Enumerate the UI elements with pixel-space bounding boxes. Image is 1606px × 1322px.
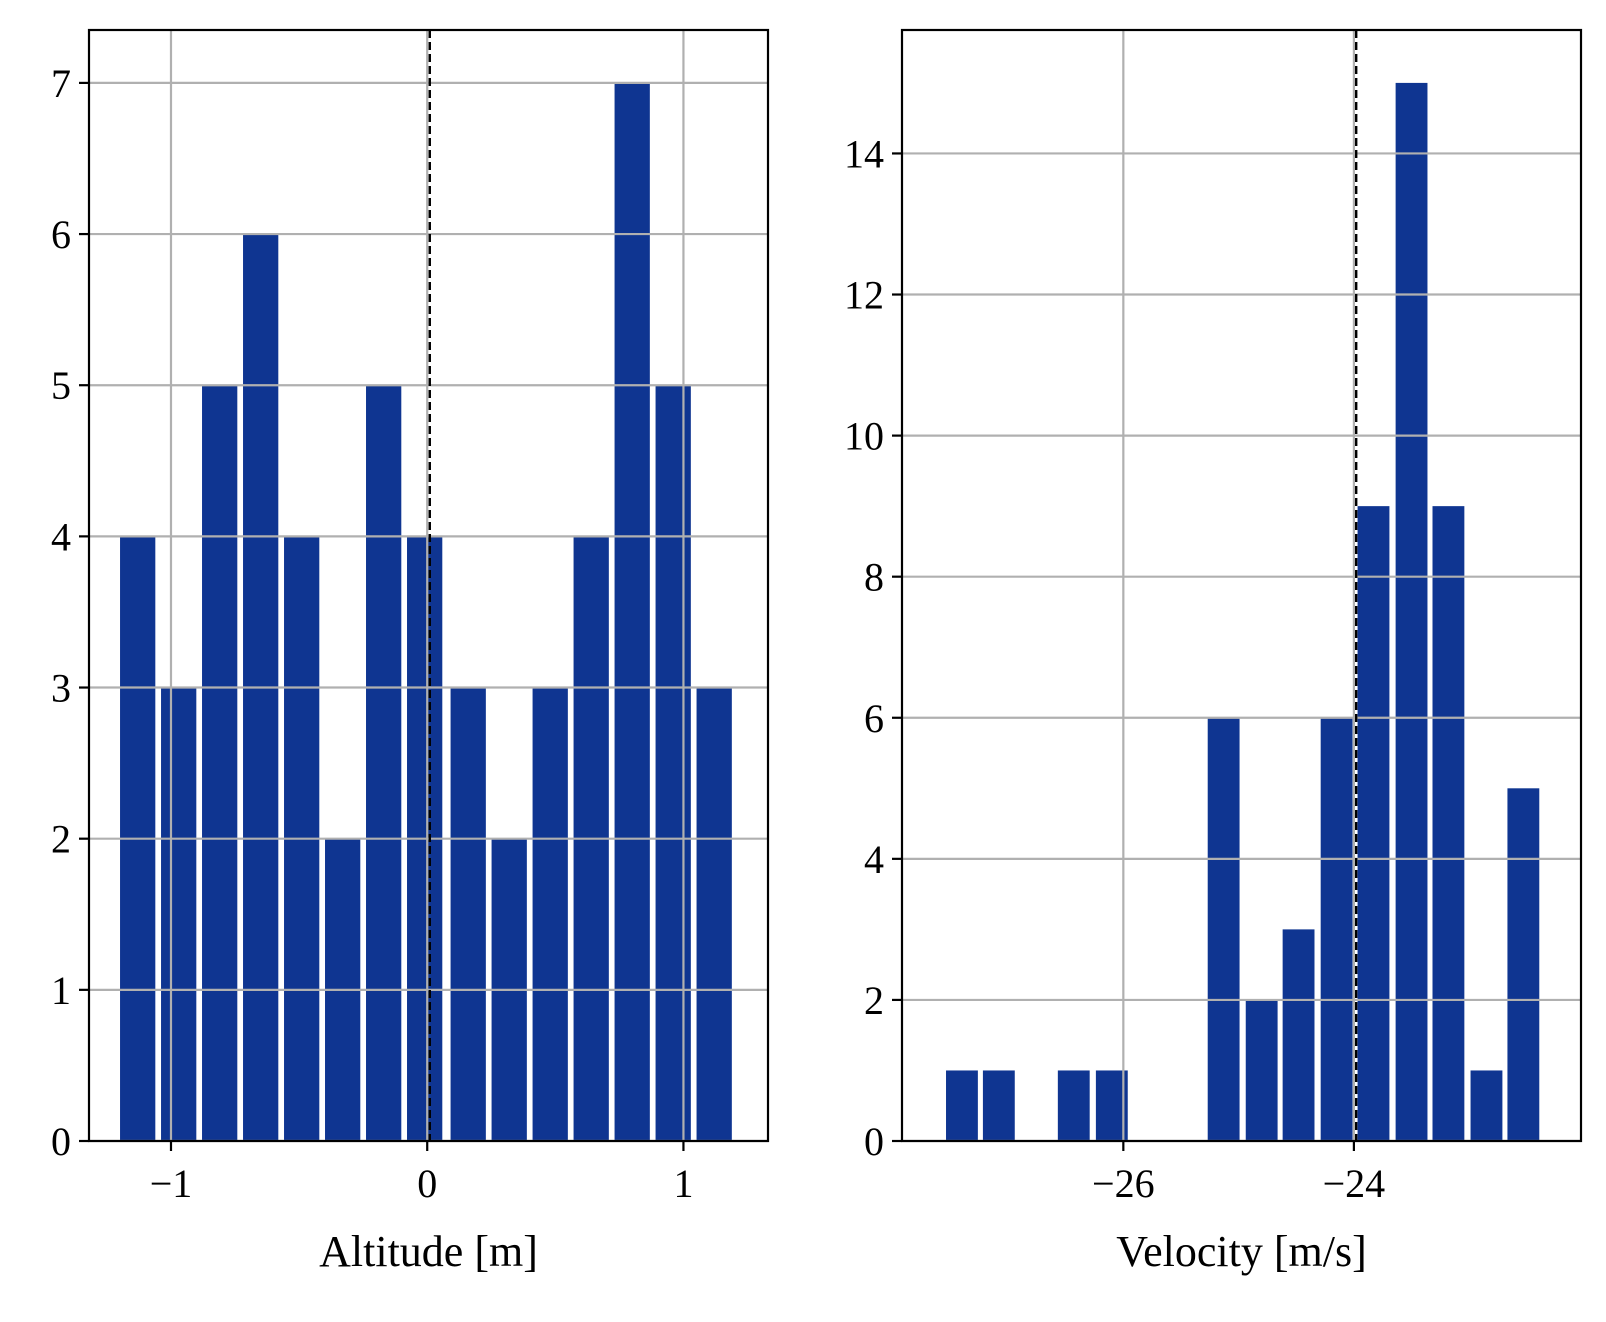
velocity-bar [946,1070,978,1141]
altitude-plot-frame [87,28,770,1143]
velocity-y-tick-label: 2 [864,978,884,1023]
altitude-bar [161,687,197,1141]
velocity-bar [1207,717,1240,1141]
velocity-bar [1507,788,1540,1141]
altitude-bar [532,687,568,1141]
altitude-x-axis-label: Altitude [m] [319,1227,538,1276]
altitude-bar [655,385,691,1142]
velocity-x-tick-label: −26 [1092,1161,1155,1206]
velocity-bar [1320,717,1353,1141]
altitude-x-tick-label: 1 [673,1161,693,1206]
altitude-bar [696,687,732,1141]
altitude-histogram-panel: −1 0 1 0 1 2 3 4 5 6 7 Altitude [m] [51,28,770,1276]
velocity-x-axis-label: Velocity [m/s] [1116,1227,1367,1276]
altitude-bar [450,687,486,1141]
velocity-y-tick-label: 8 [864,555,884,600]
velocity-plot-frame [900,28,1583,1143]
velocity-bar [982,1070,1015,1141]
altitude-y-tick-label: 4 [51,514,71,559]
velocity-bar [1057,1070,1090,1141]
altitude-y-tick-label: 6 [51,212,71,257]
velocity-bar [1432,506,1465,1141]
altitude-y-tick-label: 0 [51,1119,71,1164]
velocity-x-tick-label: −24 [1323,1161,1386,1206]
altitude-y-tick-label: 1 [51,968,71,1013]
velocity-y-tick-label: 6 [864,696,884,741]
altitude-x-tick-label: −1 [150,1161,193,1206]
velocity-bar [1395,82,1428,1141]
velocity-y-tick-label: 14 [844,131,884,176]
velocity-y-tick-label: 12 [844,273,884,318]
velocity-bar [1245,999,1278,1141]
altitude-bar [614,82,650,1141]
velocity-y-tick-label: 4 [864,837,884,882]
altitude-y-tick-label: 5 [51,363,71,408]
velocity-bar [1282,929,1315,1141]
altitude-y-tick-label: 3 [51,666,71,711]
altitude-bar [366,385,402,1142]
altitude-x-tick-label: 0 [417,1161,437,1206]
velocity-y-tick-label: 0 [864,1119,884,1164]
velocity-histogram-panel: −26 −24 0 2 4 6 8 10 12 14 Velocity [m/s] [844,28,1583,1276]
velocity-y-tick-label: 10 [844,414,884,459]
velocity-bar [1357,506,1390,1141]
altitude-y-tick-label: 7 [51,61,71,106]
altitude-bar [202,385,238,1142]
altitude-y-tick-label: 2 [51,817,71,862]
velocity-bar [1470,1070,1503,1141]
